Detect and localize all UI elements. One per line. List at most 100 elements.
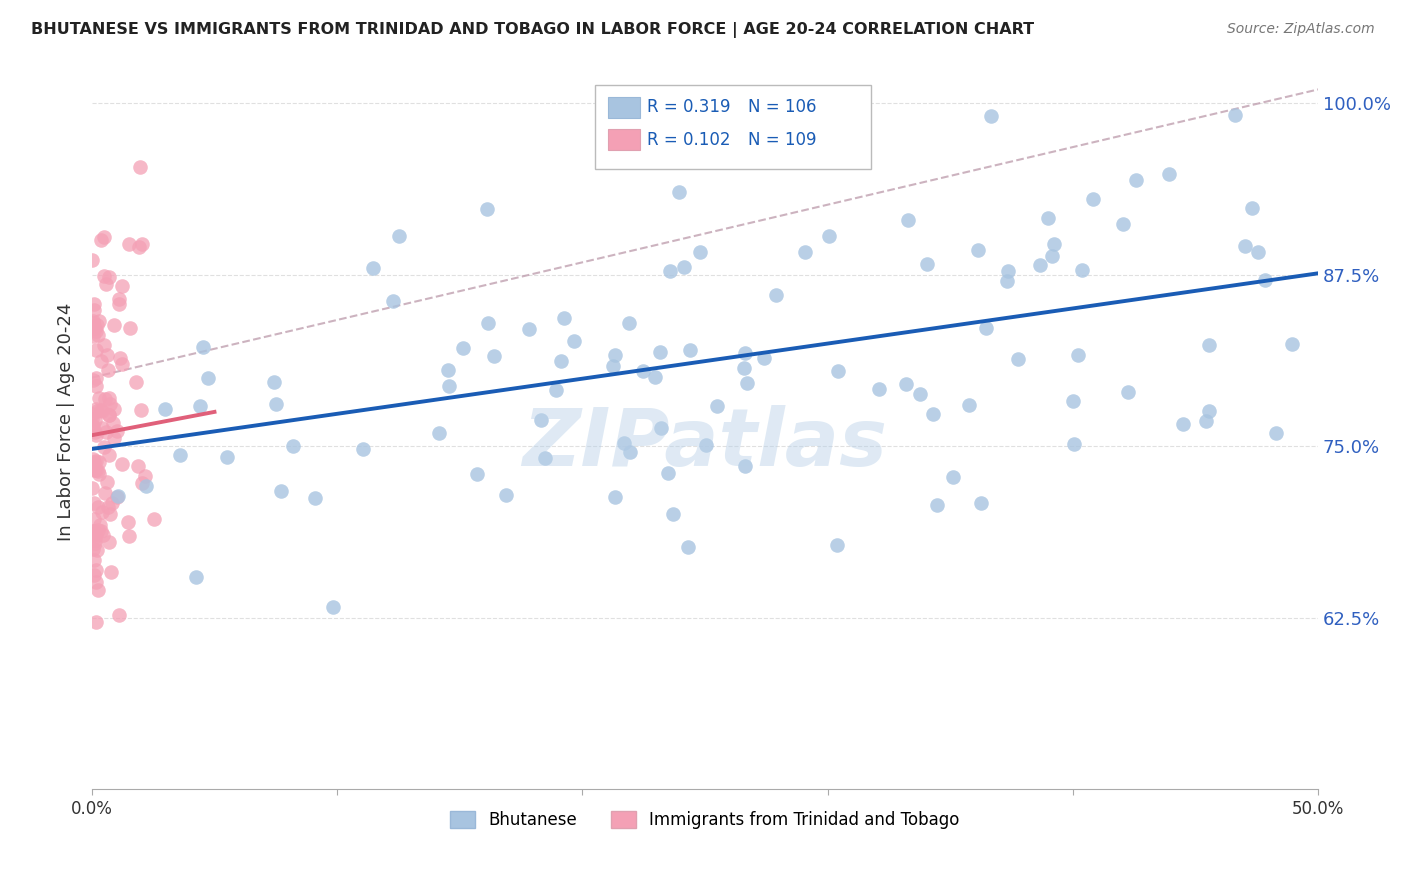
- Point: [89, 517, 111, 532]
- Point: [602, 359, 624, 373]
- Point: [83, 524, 105, 538]
- Point: [98, 397, 121, 411]
- Point: [553, 311, 575, 326]
- Point: [388, 228, 411, 243]
- Point: [84, 324, 107, 338]
- Point: [103, 318, 125, 333]
- Point: [437, 379, 460, 393]
- Point: [84, 402, 107, 417]
- Point: [1062, 394, 1084, 409]
- Point: [135, 479, 157, 493]
- Point: [263, 375, 285, 389]
- Point: [101, 416, 124, 430]
- Point: [184, 569, 207, 583]
- Point: [352, 442, 374, 456]
- Point: [84, 529, 107, 543]
- Point: [1265, 426, 1288, 441]
- FancyBboxPatch shape: [595, 85, 870, 169]
- Point: [103, 401, 125, 416]
- Point: [967, 243, 990, 257]
- Point: [84, 343, 107, 358]
- Point: [87, 467, 110, 481]
- Point: [672, 260, 695, 275]
- Point: [111, 358, 134, 372]
- Point: [734, 346, 756, 360]
- Point: [617, 316, 640, 330]
- Point: [997, 263, 1019, 277]
- Point: [100, 565, 122, 579]
- FancyBboxPatch shape: [609, 129, 640, 150]
- Point: [942, 470, 965, 484]
- Point: [83, 512, 105, 526]
- Point: [117, 516, 139, 530]
- Point: [495, 488, 517, 502]
- Point: [657, 466, 679, 480]
- Point: [437, 363, 460, 377]
- Point: [995, 274, 1018, 288]
- Point: [477, 202, 499, 216]
- Point: [87, 523, 110, 537]
- Point: [427, 425, 450, 440]
- Point: [90, 353, 112, 368]
- Text: BHUTANESE VS IMMIGRANTS FROM TRINIDAD AND TOBAGO IN LABOR FORCE | AGE 20-24 CORR: BHUTANESE VS IMMIGRANTS FROM TRINIDAD AN…: [31, 22, 1033, 38]
- Point: [90, 524, 112, 538]
- Point: [97, 270, 120, 285]
- Point: [93, 230, 115, 244]
- Point: [87, 328, 110, 343]
- Point: [87, 464, 110, 478]
- Point: [97, 535, 120, 549]
- Point: [283, 439, 305, 453]
- Point: [676, 540, 699, 554]
- Point: [707, 128, 730, 143]
- Point: [529, 413, 551, 427]
- Point: [1042, 237, 1064, 252]
- Point: [134, 469, 156, 483]
- Point: [1083, 192, 1105, 206]
- Point: [827, 363, 849, 377]
- Point: [1195, 414, 1218, 428]
- Point: [689, 244, 711, 259]
- Text: Source: ZipAtlas.com: Source: ZipAtlas.com: [1227, 22, 1375, 37]
- Point: [94, 486, 117, 500]
- Point: [793, 244, 815, 259]
- Point: [84, 533, 107, 547]
- Point: [86, 318, 108, 333]
- Point: [304, 491, 326, 505]
- Point: [131, 236, 153, 251]
- Point: [108, 297, 131, 311]
- Point: [734, 459, 756, 474]
- Point: [90, 404, 112, 418]
- Point: [83, 553, 105, 567]
- Point: [98, 408, 121, 422]
- Point: [534, 450, 557, 465]
- Point: [98, 507, 121, 521]
- Point: [107, 607, 129, 622]
- Point: [111, 279, 134, 293]
- Point: [84, 425, 107, 439]
- Point: [107, 489, 129, 503]
- Point: [93, 528, 115, 542]
- Point: [603, 490, 626, 504]
- Point: [613, 436, 636, 450]
- Point: [1198, 338, 1220, 352]
- Point: [1157, 167, 1180, 181]
- Point: [917, 256, 939, 270]
- Point: [925, 498, 948, 512]
- Point: [93, 338, 115, 352]
- Point: [1171, 417, 1194, 431]
- Point: [93, 268, 115, 283]
- Point: [90, 233, 112, 247]
- Point: [1116, 385, 1139, 400]
- Point: [97, 363, 120, 377]
- Point: [482, 349, 505, 363]
- Point: [1233, 238, 1256, 252]
- Point: [1063, 436, 1085, 450]
- Point: [765, 288, 787, 302]
- Point: [1040, 249, 1063, 263]
- Point: [96, 425, 118, 439]
- Point: [83, 303, 105, 318]
- Point: [1112, 217, 1135, 231]
- Point: [1253, 272, 1275, 286]
- Point: [825, 538, 848, 552]
- Point: [110, 351, 132, 365]
